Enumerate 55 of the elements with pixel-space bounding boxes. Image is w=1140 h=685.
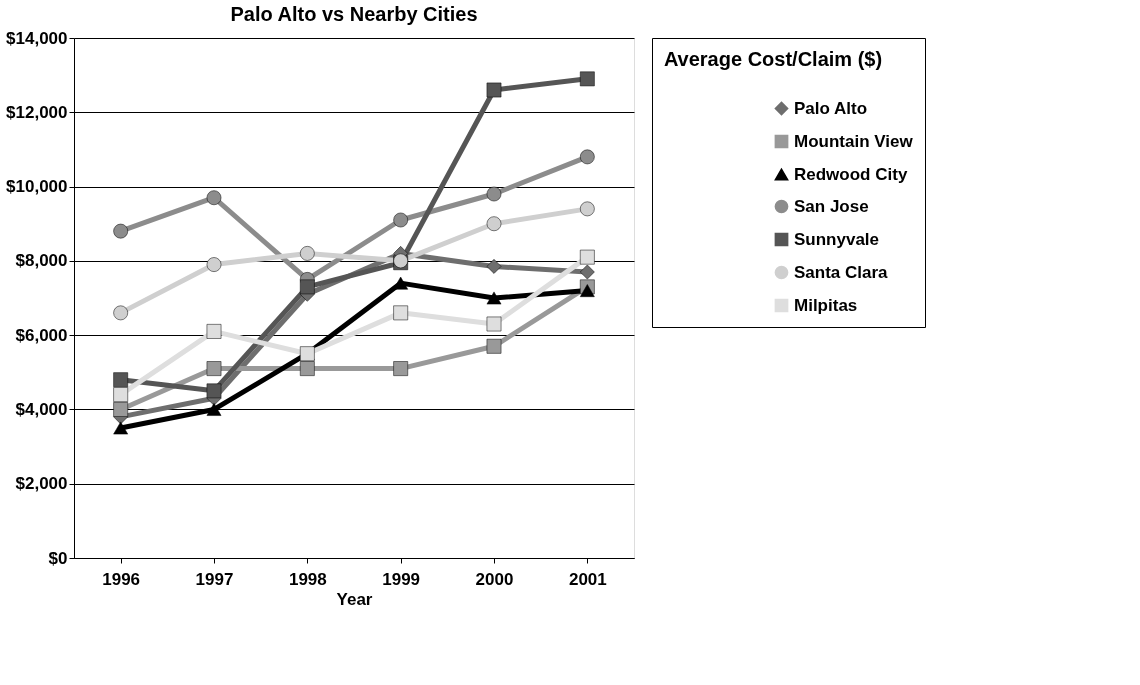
point — [113, 223, 128, 239]
point — [113, 387, 128, 402]
point — [580, 71, 595, 87]
y-tick-label: $8,000 — [15, 251, 68, 271]
point — [580, 249, 595, 265]
point — [486, 82, 502, 98]
legend-label: Redwood City — [794, 164, 908, 184]
chart-title: Palo Alto vs Nearby Cities — [230, 3, 478, 25]
point — [206, 361, 222, 376]
point — [113, 372, 128, 388]
legend-label: Mountain View — [794, 131, 914, 151]
point — [300, 361, 315, 376]
point — [486, 338, 502, 354]
point — [486, 186, 502, 202]
x-tick-label: 1999 — [382, 569, 421, 589]
y-tick-label: $10,000 — [6, 177, 68, 197]
point — [580, 201, 595, 217]
point — [206, 324, 222, 339]
point — [486, 259, 502, 274]
point — [393, 361, 408, 376]
legend-label: Milpitas — [794, 295, 858, 315]
point — [580, 264, 595, 280]
point — [300, 246, 315, 261]
y-tick-label: $2,000 — [15, 474, 68, 494]
point — [580, 149, 595, 165]
y-tick-label: $4,000 — [15, 399, 68, 419]
point — [580, 284, 595, 297]
y-tick-label: $14,000 — [6, 28, 68, 48]
y-tick-label: $6,000 — [15, 325, 68, 345]
point — [486, 316, 502, 332]
point — [206, 257, 222, 272]
point — [206, 383, 222, 399]
point — [486, 291, 502, 305]
x-tick-label: 2000 — [475, 569, 514, 589]
legend-label: San Jose — [794, 196, 869, 216]
legend-label: Santa Clara — [794, 262, 889, 282]
y-tick-label: $12,000 — [6, 102, 68, 122]
point — [393, 305, 408, 321]
point — [300, 279, 315, 295]
point — [393, 212, 408, 228]
legend-label: Sunnyvale — [794, 229, 880, 249]
x-tick-label: 1996 — [102, 569, 141, 589]
point — [113, 402, 128, 417]
point — [113, 305, 128, 321]
legend-label: Palo Alto — [794, 98, 868, 118]
point — [206, 403, 222, 416]
x-tick-label: 1997 — [195, 569, 234, 589]
x-tick-label: 2001 — [568, 569, 607, 589]
x-axis-title: Year — [336, 589, 373, 609]
point — [113, 421, 128, 435]
point — [486, 216, 502, 232]
y-tick-label: $0 — [48, 548, 68, 568]
x-tick-label: 1998 — [288, 569, 327, 589]
legend-title: Average Cost/Claim ($) — [663, 48, 883, 70]
point — [206, 190, 222, 206]
